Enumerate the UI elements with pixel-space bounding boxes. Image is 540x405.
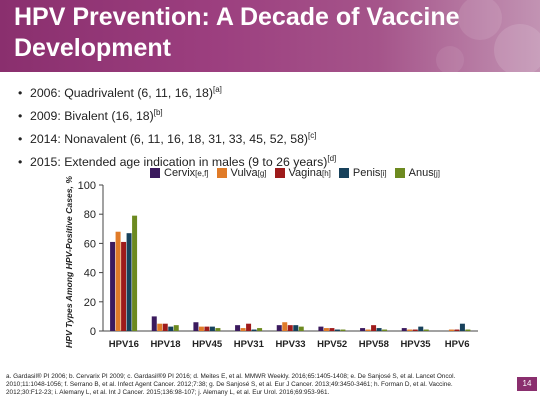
- bar-penis: [293, 325, 299, 331]
- bar-vulva: [282, 322, 288, 331]
- bar-anus: [382, 329, 388, 331]
- bar-vulva: [365, 329, 371, 331]
- legend-item-anus: Anus [j]: [394, 167, 440, 179]
- x-tick-label: HPV6: [445, 339, 470, 350]
- bar-anus: [340, 329, 346, 331]
- bar-vulva: [115, 231, 121, 331]
- x-tick-label: HPV16: [109, 339, 139, 350]
- bar-vulva: [198, 326, 204, 331]
- bar-cervix: [110, 241, 116, 331]
- y-tick-label: 20: [84, 297, 96, 309]
- bar-vagina: [412, 329, 418, 331]
- bar-vulva: [157, 323, 163, 331]
- bar-cervix: [401, 328, 407, 331]
- bar-anus: [257, 328, 263, 331]
- bar-penis: [209, 326, 215, 331]
- x-tick-label: HPV31: [234, 339, 265, 350]
- x-tick-label: HPV52: [317, 339, 347, 350]
- bar-vagina: [329, 328, 335, 331]
- bar-penis: [459, 323, 465, 331]
- bar-anus: [465, 329, 471, 331]
- x-tick-label: HPV35: [400, 339, 431, 350]
- bar-cervix: [193, 322, 199, 331]
- bar-vulva: [323, 328, 329, 331]
- y-tick-label: 0: [90, 326, 96, 338]
- bar-penis: [168, 326, 174, 331]
- bar-vulva: [407, 329, 413, 331]
- y-tick-label: 40: [84, 268, 96, 280]
- bar-vulva: [448, 329, 454, 331]
- bar-cervix: [235, 325, 241, 331]
- bar-penis: [376, 328, 382, 331]
- x-tick-label: HPV58: [359, 339, 389, 350]
- references-footer: a. Gardasil® PI 2006; b. Cervarix PI 200…: [6, 373, 511, 398]
- legend-swatch: [150, 168, 160, 178]
- bar-vagina: [371, 325, 377, 331]
- bullet-item: • 2015: Extended age indication in males …: [18, 154, 337, 170]
- legend-swatch: [216, 168, 227, 178]
- legend-swatch: [274, 168, 285, 178]
- bar-penis: [126, 233, 132, 331]
- legend-item-vagina: Vagina [h]: [274, 167, 331, 179]
- reference-line: 2012;30:F12-23; i. Alemany L, et al. Int…: [6, 389, 330, 397]
- x-tick-label: HPV18: [150, 339, 180, 350]
- bar-vagina: [162, 323, 168, 331]
- bullet-item: • 2014: Nonavalent (6, 11, 16, 18, 31, 33…: [18, 131, 317, 147]
- y-axis-label: HPV Types Among HPV-Positive Cases, %: [64, 176, 74, 348]
- bar-anus: [173, 325, 179, 331]
- bar-vagina: [454, 329, 460, 331]
- bar-vulva: [240, 328, 246, 331]
- bar-vagina: [246, 323, 252, 331]
- title-banner: HPV Prevention: A Decade of Vaccine Deve…: [0, 0, 540, 72]
- bar-cervix: [151, 316, 157, 331]
- bar-anus: [215, 328, 221, 331]
- x-tick-label: HPV33: [275, 339, 305, 350]
- bar-vagina: [287, 325, 293, 331]
- y-tick-label: 60: [84, 238, 96, 250]
- bullet-item: • 2009: Bivalent (16, 18)[b]: [18, 108, 163, 124]
- page-number: 14: [517, 377, 537, 391]
- y-tick-label: 100: [78, 180, 96, 192]
- bullet-item: • 2006: Quadrivalent (6, 11, 16, 18)[a]: [18, 85, 222, 101]
- bullet-list: • 2006: Quadrivalent (6, 11, 16, 18)[a] •…: [18, 80, 528, 172]
- bar-cervix: [318, 326, 324, 331]
- legend-item-penis: Penis [i]: [338, 167, 387, 179]
- y-tick-label: 80: [84, 209, 96, 221]
- bar-penis: [334, 329, 340, 331]
- chart-legend: Cervix [e,f] Vulva [g] Vagina [h] Penis [i] …: [150, 165, 448, 181]
- page-title: HPV Prevention: A Decade of Vaccine Deve…: [14, 3, 460, 62]
- reference-line: 2010;11:1048-1056; f. Serrano B, et al. …: [6, 381, 453, 389]
- legend-item-cervix: Cervix [e,f]: [150, 167, 209, 179]
- legend-item-vulva: Vulva [g]: [216, 167, 267, 179]
- bar-anus: [423, 329, 429, 331]
- bar-anus: [298, 326, 304, 331]
- bar-cervix: [276, 325, 282, 331]
- legend-swatch: [394, 168, 405, 178]
- bar-penis: [251, 329, 257, 331]
- bar-cervix: [360, 328, 366, 331]
- bar-vagina: [204, 326, 210, 331]
- bar-anus: [132, 215, 138, 331]
- bar-penis: [418, 326, 424, 331]
- legend-swatch: [338, 168, 349, 178]
- bar-vagina: [121, 241, 127, 331]
- x-tick-label: HPV45: [192, 339, 223, 350]
- reference-line: a. Gardasil® PI 2006; b. Cervarix PI 200…: [6, 373, 456, 380]
- virus-decoration-icon: [436, 0, 540, 72]
